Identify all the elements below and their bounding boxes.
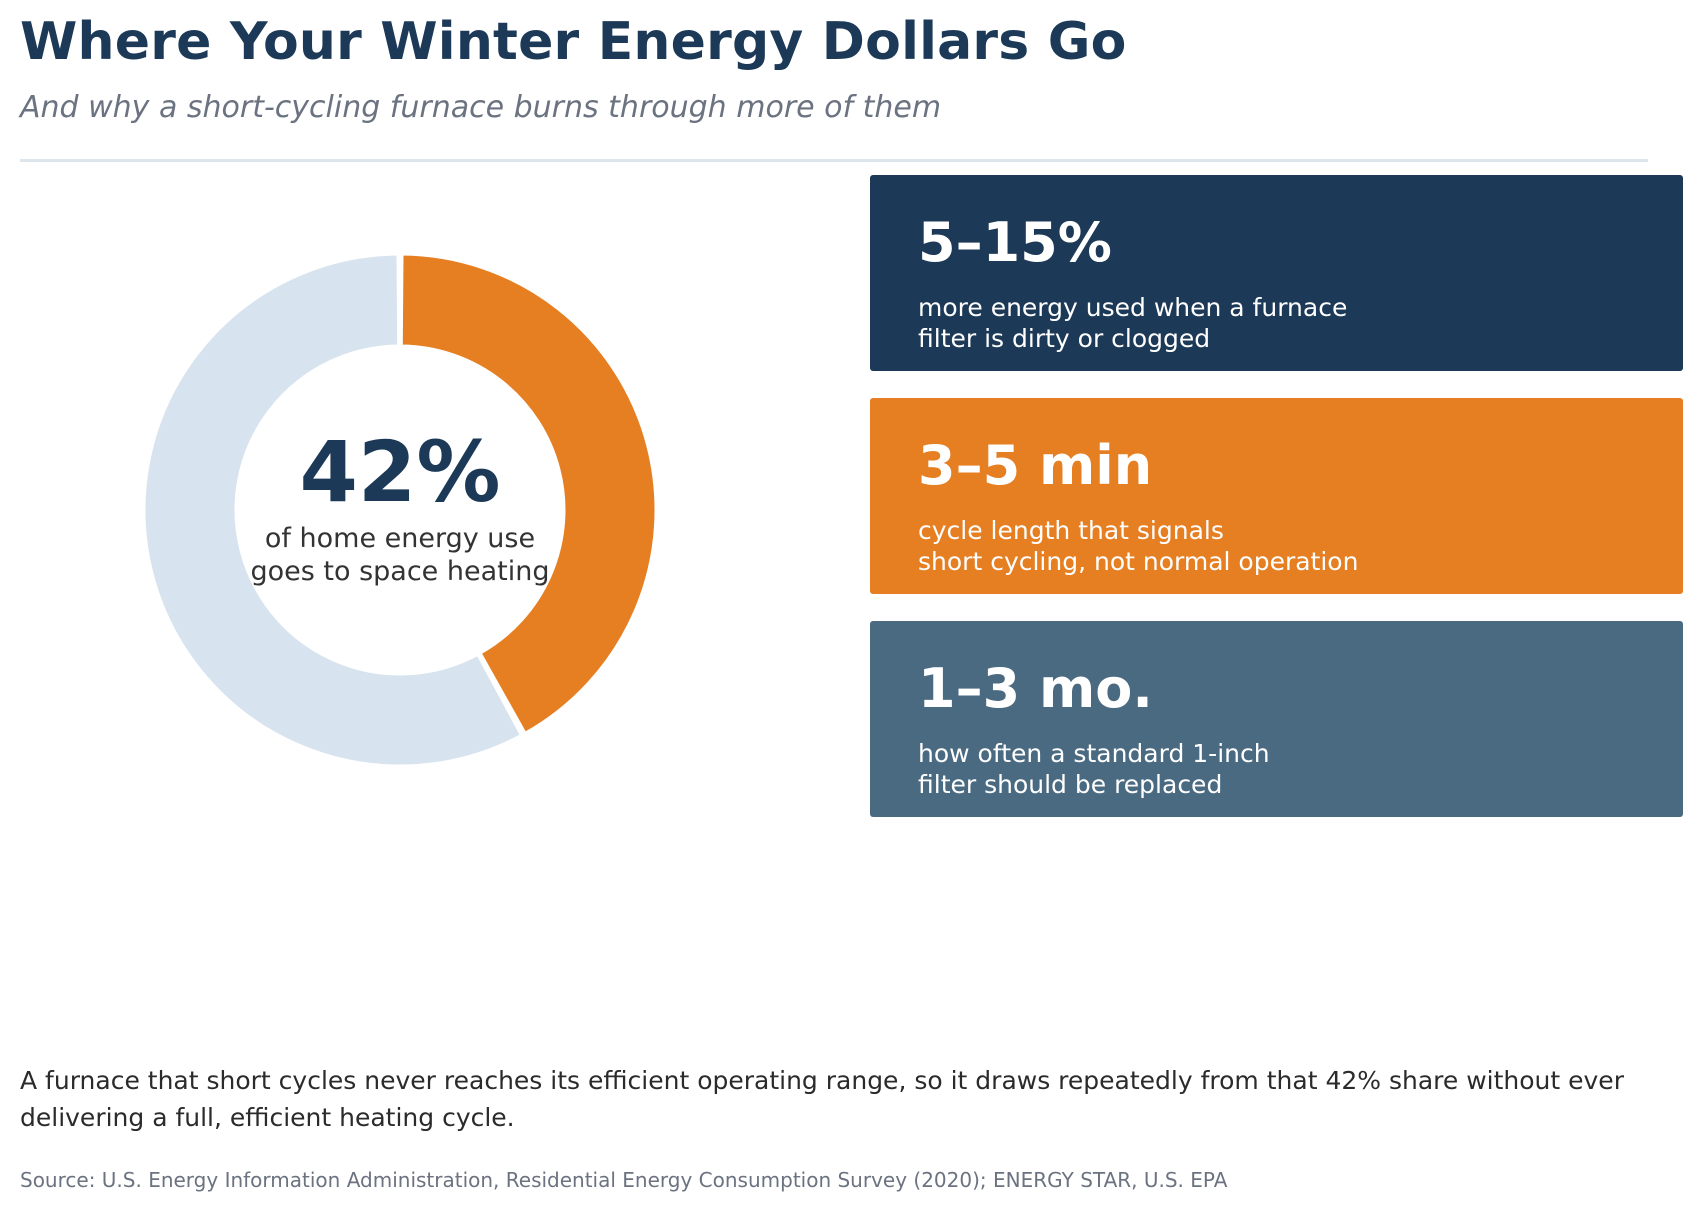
donut-center-label: of home energy use goes to space heating	[250, 523, 550, 587]
stat-card-description: cycle length that signals short cycling,…	[918, 516, 1359, 576]
stat-card-description: more energy used when a furnace filter i…	[918, 293, 1348, 353]
stat-card-cycle-length: 3–5 min cycle length that signals short …	[870, 398, 1683, 594]
donut-slice-other-home-energy-use	[142, 252, 524, 768]
takeaway-text: A furnace that short cycles never reache…	[20, 1066, 1624, 1132]
header-divider	[20, 159, 1648, 162]
stat-card-filter-energy: 5–15% more energy used when a furnace fi…	[870, 175, 1683, 371]
donut-chart: 42% of home energy use goes to space hea…	[0, 170, 820, 830]
donut-svg	[142, 252, 658, 768]
donut-slice-space-heating	[399, 252, 658, 736]
source-note: Source: U.S. Energy Information Administ…	[20, 1168, 1228, 1192]
page-title: Where Your Winter Energy Dollars Go	[20, 12, 1127, 72]
page-subtitle: And why a short-cycling furnace burns th…	[20, 90, 942, 125]
stat-card-value: 1–3 mo.	[918, 657, 1153, 720]
stat-card-description: how often a standard 1-inch filter shoul…	[918, 739, 1270, 799]
stat-card-filter-replacement: 1–3 mo. how often a standard 1-inch filt…	[870, 621, 1683, 817]
stat-card-value: 5–15%	[918, 211, 1112, 274]
stat-card-value: 3–5 min	[918, 434, 1153, 497]
donut-center-value: 42%	[299, 423, 501, 521]
